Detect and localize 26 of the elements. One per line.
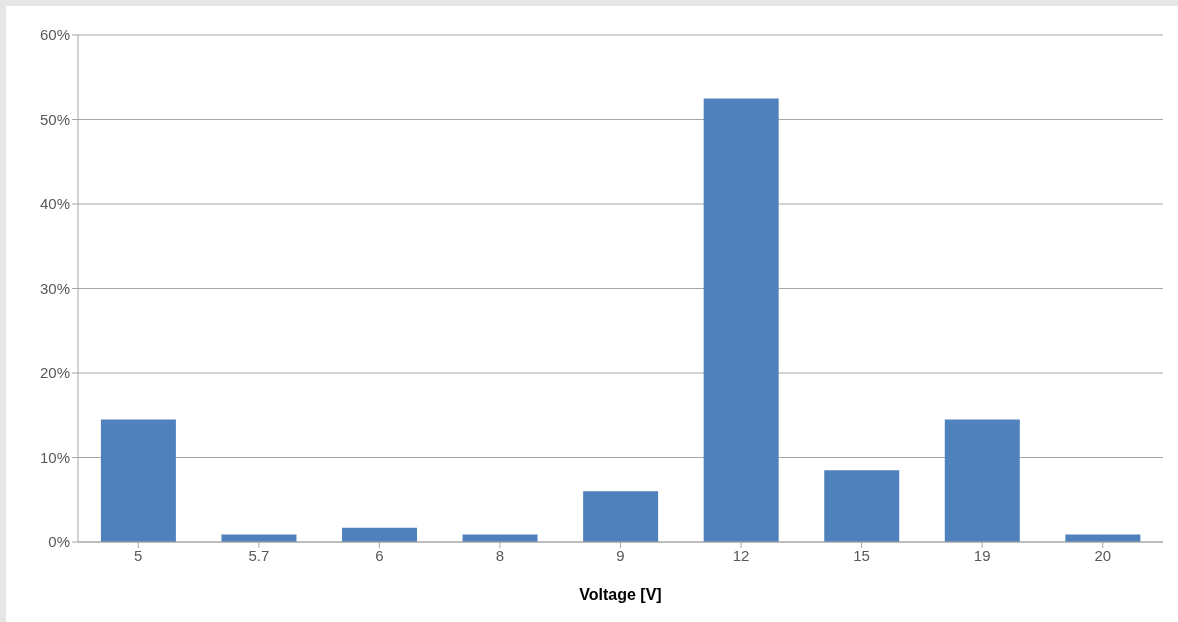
bar: [342, 527, 418, 542]
y-tick-label: 20%: [39, 364, 70, 382]
bar: [824, 470, 900, 542]
y-tick-label: 30%: [39, 279, 70, 297]
y-tick-label: 50%: [39, 110, 70, 128]
y-tick-label: 10%: [39, 448, 70, 466]
bar: [583, 491, 659, 542]
x-tick-label: 5: [134, 546, 143, 564]
y-tick-label: 0%: [48, 533, 70, 551]
y-tick-label: 60%: [39, 26, 70, 44]
bar: [703, 98, 779, 542]
x-tick-label: 6: [375, 546, 384, 564]
x-tick-label: 5.7: [248, 546, 270, 564]
x-tick-label: 20: [1094, 546, 1112, 564]
bar: [944, 419, 1020, 542]
x-axis-title: Voltage [V]: [579, 586, 662, 603]
bar: [221, 534, 297, 542]
bar: [462, 534, 538, 542]
x-tick-label: 9: [616, 546, 625, 564]
x-tick-label: 8: [495, 546, 505, 564]
y-tick-label: 40%: [39, 195, 70, 213]
bar: [100, 419, 176, 542]
x-tick-label: 19: [973, 546, 991, 564]
x-tick-label: 12: [732, 546, 750, 564]
bar: [1065, 534, 1141, 542]
x-tick-label: 15: [853, 546, 870, 564]
